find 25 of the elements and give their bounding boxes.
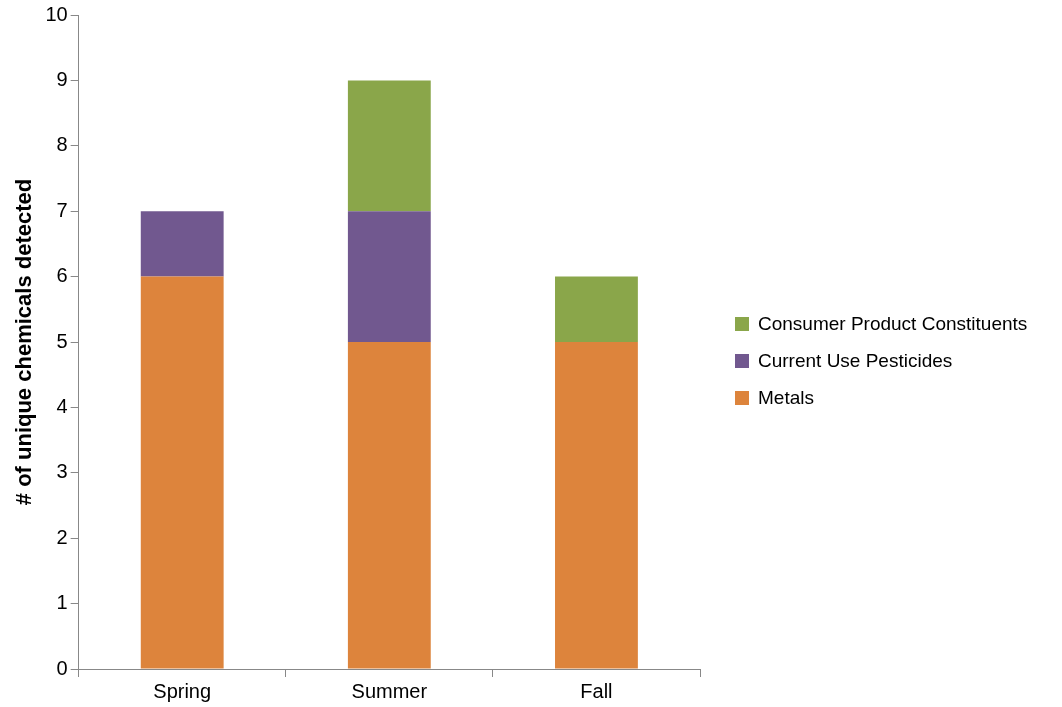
x-tick-label: Summer bbox=[351, 679, 428, 702]
y-tick-label: 1 bbox=[56, 591, 68, 614]
y-tick-label: 6 bbox=[56, 264, 68, 287]
bar bbox=[347, 342, 431, 669]
bar bbox=[555, 342, 638, 669]
y-axis-title: # of unique chemicals detected bbox=[11, 178, 37, 506]
y-tick-label: 3 bbox=[56, 460, 68, 483]
x-tick-label: Fall bbox=[580, 679, 613, 702]
y-tick-label: 10 bbox=[45, 2, 68, 25]
y-tick-label: 4 bbox=[56, 394, 68, 417]
y-tick-label: 2 bbox=[56, 525, 68, 548]
bar bbox=[555, 276, 638, 342]
y-tick-label: 8 bbox=[56, 133, 68, 156]
legend-label: Consumer Product Constituents bbox=[758, 312, 1028, 336]
bar bbox=[347, 80, 431, 212]
bar bbox=[140, 211, 224, 277]
x-tick-label: Spring bbox=[153, 679, 212, 702]
y-tick-label: 7 bbox=[56, 198, 68, 221]
y-tick-label: 5 bbox=[56, 329, 68, 352]
bar bbox=[347, 211, 431, 342]
legend-label: Current Use Pesticides bbox=[758, 349, 953, 373]
bar bbox=[140, 276, 224, 669]
legend-label: Metals bbox=[758, 386, 814, 410]
y-tick-label: 9 bbox=[56, 67, 68, 90]
y-tick-label: 0 bbox=[56, 656, 68, 679]
